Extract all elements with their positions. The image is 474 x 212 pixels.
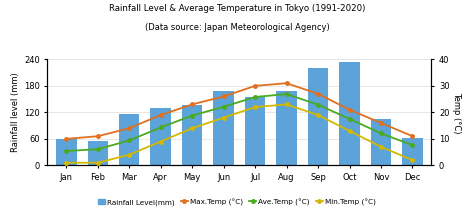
Ave.Temp (°C) <box>315 103 321 106</box>
Max.Temp (°C) <box>315 93 321 95</box>
Bar <box>88 141 108 165</box>
Line: Max.Temp (°C): Max.Temp (°C) <box>64 81 414 141</box>
Ave.Temp (°C) <box>127 139 132 142</box>
Min.Temp (°C) <box>252 106 258 108</box>
Line: Ave.Temp (°C): Ave.Temp (°C) <box>64 92 414 153</box>
Bar <box>371 119 391 165</box>
Ave.Temp (°C) <box>284 93 290 95</box>
Min.Temp (°C) <box>95 162 100 164</box>
Bar <box>150 108 171 165</box>
Max.Temp (°C) <box>64 138 69 140</box>
Max.Temp (°C) <box>221 95 227 98</box>
Ave.Temp (°C) <box>64 150 69 152</box>
Bar <box>308 68 328 165</box>
Max.Temp (°C) <box>346 109 352 111</box>
Max.Temp (°C) <box>158 114 164 116</box>
Max.Temp (°C) <box>252 85 258 87</box>
Bar <box>402 138 423 165</box>
Y-axis label: Rainfall level (mm): Rainfall level (mm) <box>11 73 20 152</box>
Bar <box>276 91 297 165</box>
Ave.Temp (°C) <box>252 96 258 98</box>
Max.Temp (°C) <box>127 127 132 130</box>
Max.Temp (°C) <box>410 135 415 138</box>
Min.Temp (°C) <box>346 130 352 132</box>
Min.Temp (°C) <box>378 145 384 148</box>
Ave.Temp (°C) <box>95 148 100 151</box>
Y-axis label: Temp (°C): Temp (°C) <box>452 92 461 133</box>
Ave.Temp (°C) <box>189 114 195 117</box>
Legend: Rainfall Level(mm), Max.Temp (°C), Ave.Temp (°C), Min.Temp (°C): Rainfall Level(mm), Max.Temp (°C), Ave.T… <box>95 195 379 208</box>
Min.Temp (°C) <box>64 162 69 164</box>
Ave.Temp (°C) <box>221 106 227 108</box>
Min.Temp (°C) <box>127 153 132 156</box>
Text: (Data source: Japan Meteorological Agency): (Data source: Japan Meteorological Agenc… <box>145 23 329 32</box>
Bar <box>182 105 202 165</box>
Ave.Temp (°C) <box>378 132 384 135</box>
Max.Temp (°C) <box>95 135 100 138</box>
Ave.Temp (°C) <box>410 144 415 146</box>
Max.Temp (°C) <box>284 82 290 85</box>
Text: Rainfall Level & Average Temperature in Tokyo (1991-2020): Rainfall Level & Average Temperature in … <box>109 4 365 13</box>
Min.Temp (°C) <box>315 114 321 116</box>
Bar <box>213 91 234 165</box>
Ave.Temp (°C) <box>346 118 352 120</box>
Min.Temp (°C) <box>158 140 164 143</box>
Min.Temp (°C) <box>284 103 290 106</box>
Bar <box>119 114 139 165</box>
Min.Temp (°C) <box>410 159 415 161</box>
Bar <box>245 97 265 165</box>
Bar <box>339 62 360 165</box>
Ave.Temp (°C) <box>158 126 164 129</box>
Line: Min.Temp (°C): Min.Temp (°C) <box>64 103 414 165</box>
Bar <box>56 139 76 165</box>
Max.Temp (°C) <box>378 122 384 124</box>
Min.Temp (°C) <box>189 127 195 130</box>
Max.Temp (°C) <box>189 103 195 106</box>
Min.Temp (°C) <box>221 116 227 119</box>
